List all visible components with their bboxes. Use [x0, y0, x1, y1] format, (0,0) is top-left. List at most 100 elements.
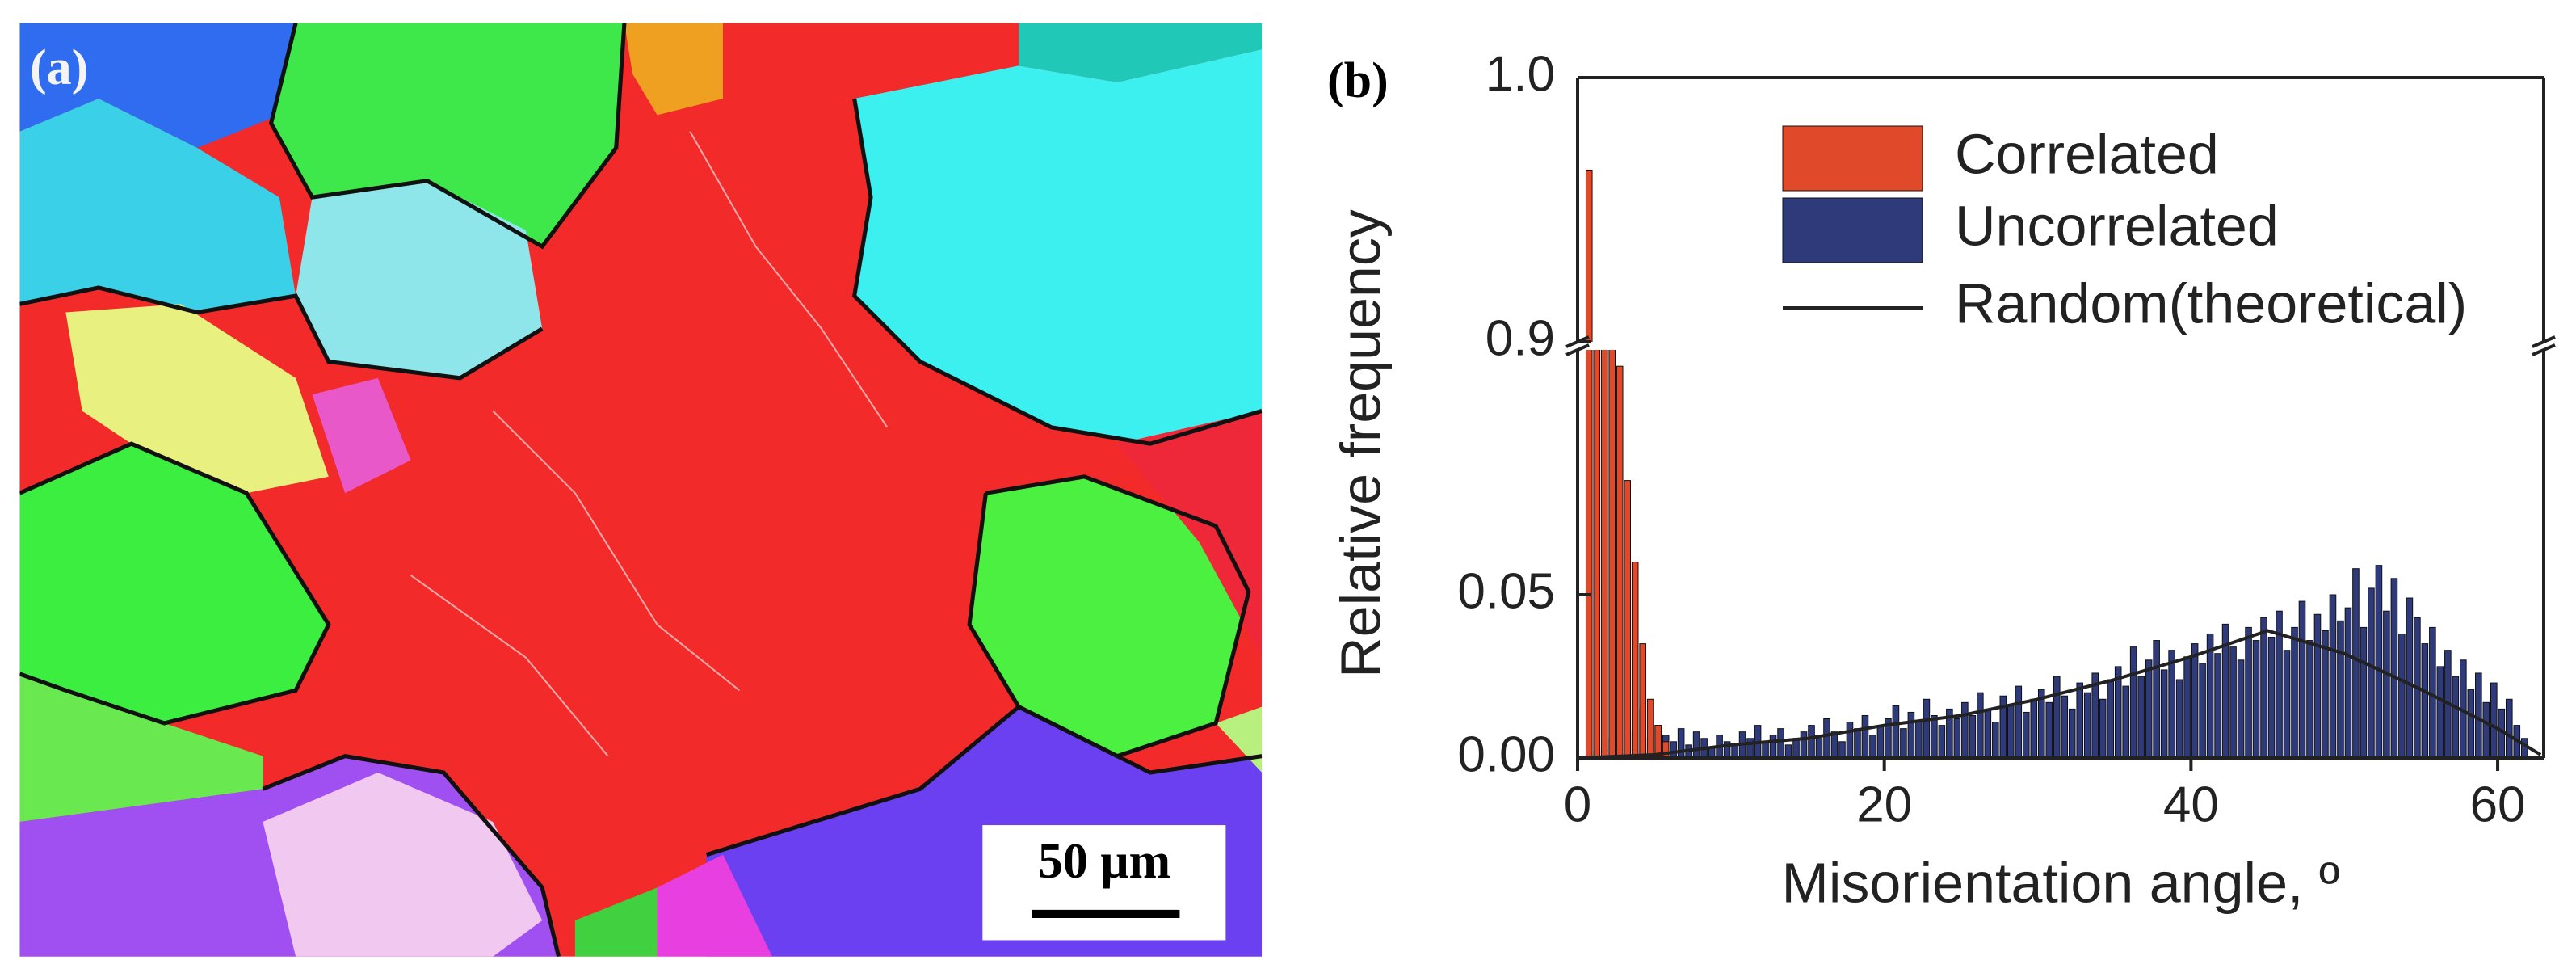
bar	[1608, 350, 1616, 758]
bar	[2091, 672, 2099, 758]
bar	[2183, 656, 2191, 758]
bar	[1977, 692, 1984, 758]
bar	[2283, 650, 2291, 758]
bar	[1585, 169, 1593, 342]
bar	[1854, 728, 1861, 758]
legend-label: Random(theoretical)	[1955, 272, 2467, 335]
x-tick-label: 40	[2163, 777, 2219, 832]
bar	[1646, 698, 1654, 758]
legend-label: Uncorrelated	[1955, 194, 2279, 257]
bar	[2175, 679, 2183, 758]
bar	[2015, 685, 2023, 758]
upper-panel	[1585, 169, 1593, 342]
bar	[1692, 731, 1700, 758]
lower-panel	[1578, 350, 2542, 758]
bar	[1792, 738, 1800, 758]
x-axis-label: Misorientation angle, º	[1782, 851, 2340, 914]
panel-label: (b)	[1327, 53, 1389, 108]
y-tick-label: 0.05	[1457, 563, 1555, 619]
bar	[2436, 666, 2444, 758]
bar	[1677, 728, 1685, 758]
bar	[2068, 708, 2076, 758]
bar	[1907, 711, 1915, 758]
bar	[2237, 659, 2245, 758]
bar	[2329, 594, 2337, 758]
bar	[1838, 741, 1846, 758]
bar	[2045, 701, 2053, 758]
bar	[1946, 708, 1953, 758]
x-tick-label: 0	[1564, 777, 1591, 832]
bar	[2375, 565, 2383, 758]
y-tick-label: 0.00	[1457, 726, 1555, 782]
bar	[2191, 643, 2199, 758]
bar	[2475, 672, 2482, 758]
bar	[1876, 725, 1885, 758]
bar	[2145, 659, 2153, 758]
bar	[1815, 738, 1823, 758]
bar	[2107, 679, 2114, 758]
bar	[1624, 480, 1631, 758]
bar	[2505, 698, 2513, 758]
bar	[1600, 350, 1608, 758]
scale-bar-label: 50 μm	[1038, 834, 1170, 889]
bar	[2322, 630, 2329, 758]
bar	[2421, 643, 2429, 758]
bar	[2368, 587, 2375, 758]
bar	[1784, 744, 1792, 758]
axis-break	[2532, 335, 2556, 348]
bar	[1869, 735, 1876, 758]
bar	[1984, 708, 1992, 758]
bar	[2383, 610, 2390, 758]
bar	[1800, 731, 1808, 758]
bar	[2099, 698, 2107, 758]
bar	[2153, 640, 2160, 758]
bar	[2160, 669, 2168, 758]
bar	[2291, 626, 2298, 758]
bar	[2298, 600, 2306, 758]
bar	[1585, 350, 1593, 758]
bar	[2061, 695, 2069, 758]
bar	[1923, 698, 1931, 758]
x-tick-label: 60	[2470, 777, 2526, 832]
bar	[2022, 711, 2030, 758]
bar	[1861, 714, 1869, 758]
bar	[1769, 735, 1777, 758]
bar	[2467, 689, 2475, 758]
bar	[1670, 741, 1677, 758]
bar	[1746, 738, 1754, 758]
bar	[2129, 646, 2137, 758]
bar	[2053, 676, 2061, 758]
legend-label: Correlated	[1955, 122, 2219, 185]
bar	[2276, 610, 2283, 758]
bar	[2482, 701, 2490, 758]
legend-swatch	[1782, 125, 1923, 192]
bar	[2137, 676, 2145, 758]
bar	[1823, 718, 1830, 758]
axis-break	[1565, 343, 1590, 356]
bar	[1953, 718, 1961, 758]
random-curve	[1578, 629, 2542, 758]
bar	[1631, 562, 1639, 758]
legend-swatch	[1782, 197, 1923, 263]
bar	[2267, 637, 2276, 758]
bar	[2352, 568, 2360, 758]
bar	[2007, 705, 2015, 758]
bar	[2360, 626, 2368, 758]
bar	[1639, 643, 1646, 758]
bar	[1900, 728, 1907, 758]
bar	[1992, 722, 1999, 758]
bar	[2390, 578, 2398, 758]
bar	[2076, 682, 2084, 758]
bar	[1892, 705, 1900, 758]
bar	[1662, 741, 1670, 758]
bar	[2260, 617, 2267, 758]
bar	[2083, 692, 2091, 758]
plot-area: 0.00 0.05 0.9 1.0 0 20 40 60 Correlated Uncorrela…	[1457, 46, 2556, 832]
bar	[2337, 620, 2344, 758]
bar	[2030, 698, 2038, 758]
bar	[1938, 725, 1946, 758]
bar	[1808, 725, 1815, 758]
bar	[2122, 685, 2129, 758]
bar	[1777, 728, 1784, 758]
